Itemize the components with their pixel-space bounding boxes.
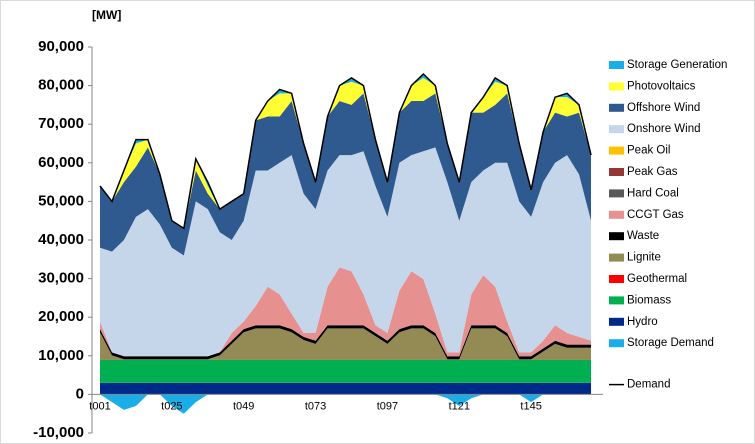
x-tick-label: t025 (161, 400, 182, 412)
legend-swatch (609, 82, 624, 91)
legend-swatch (609, 275, 624, 283)
x-tick-label: t121 (449, 400, 470, 412)
legend-label: Biomass (627, 294, 671, 306)
y-tick-label: 80,000 (38, 77, 84, 94)
area (100, 394, 592, 414)
legend-label: Lignite (627, 252, 661, 264)
legend-label: Photovoltaics (627, 80, 696, 92)
y-tick-label: 90,000 (38, 38, 84, 55)
legend-swatch (609, 125, 624, 134)
legend-label: Peak Oil (627, 145, 670, 157)
legend-label: Storage Demand (627, 337, 714, 349)
legend-swatch (609, 317, 624, 326)
y-tick-label: 70,000 (38, 115, 84, 132)
y-tick-label: 20,000 (38, 308, 84, 325)
y-tick-label: 30,000 (38, 270, 84, 287)
legend-swatch (609, 296, 624, 305)
legend-label: CCGT Gas (627, 209, 684, 221)
x-tick-label: t073 (305, 400, 326, 412)
legend-label: Offshore Wind (627, 102, 700, 114)
area (100, 328, 592, 360)
x-tick-label: t049 (233, 400, 254, 412)
demand-line (99, 72, 592, 230)
y-axis-label: [MW] (92, 8, 121, 22)
area (100, 147, 592, 357)
y-tick-label: 50,000 (38, 192, 84, 209)
area (100, 267, 592, 357)
legend-label: Waste (627, 230, 659, 242)
legend-label: Onshore Wind (627, 123, 701, 135)
legend-swatch (609, 210, 624, 219)
x-tick-label: t145 (520, 400, 541, 412)
y-tick-label: 10,000 (38, 347, 84, 364)
legend-swatch (609, 253, 624, 262)
legend-label: Hydro (627, 316, 658, 328)
legend-label: Storage Generation (627, 59, 727, 71)
legend-swatch (609, 232, 624, 241)
area (100, 359, 592, 383)
legend-swatch (609, 103, 624, 112)
legend-swatch (609, 339, 624, 348)
x-tick-label: t097 (377, 400, 398, 412)
legend-swatch (609, 189, 624, 198)
area (100, 325, 592, 360)
area (100, 382, 592, 395)
x-tick-label: t001 (89, 400, 110, 412)
legend-label: Demand (627, 379, 670, 391)
y-tick-label: -10,000 (33, 424, 84, 441)
legend-label: Hard Coal (627, 187, 679, 199)
legend-swatch (609, 168, 624, 176)
legend-label: Peak Gas (627, 166, 678, 178)
y-tick-label: 0 (76, 385, 84, 402)
legend-swatch (609, 146, 624, 155)
legend-swatch (609, 61, 624, 69)
legend-label: Geothermal (627, 273, 687, 285)
y-tick-label: 40,000 (38, 231, 84, 248)
y-tick-label: 60,000 (38, 154, 84, 171)
